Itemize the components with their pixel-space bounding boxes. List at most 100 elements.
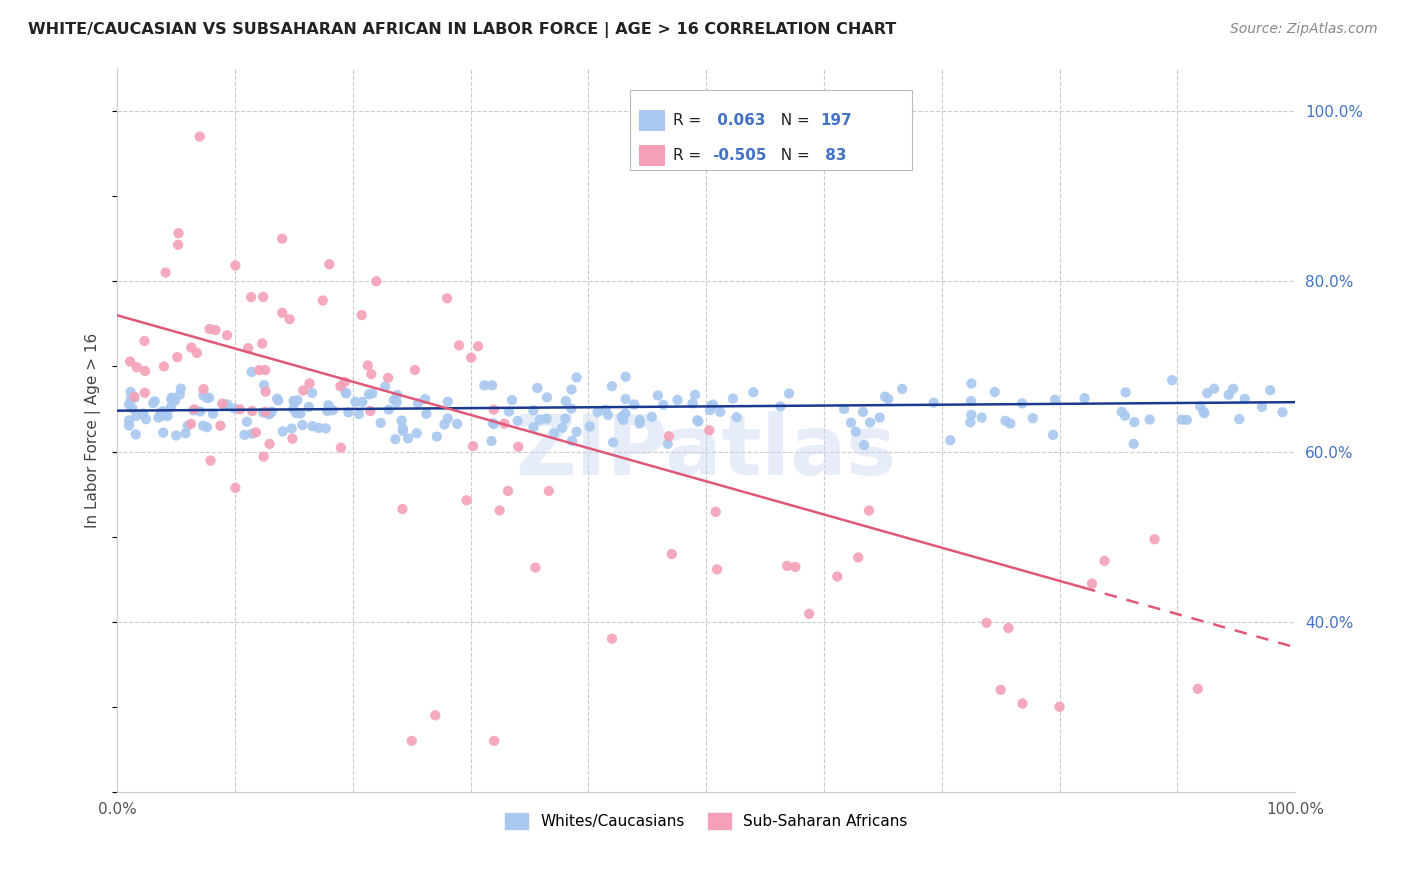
- Point: [177, 418, 200, 433]
- Point: [666, 392, 689, 407]
- Point: [825, 569, 848, 583]
- Point: [159, 401, 181, 415]
- Point: [224, 481, 246, 495]
- Point: [1251, 400, 1274, 414]
- Point: [254, 405, 277, 419]
- Point: [204, 323, 226, 337]
- Point: [1115, 385, 1137, 400]
- Point: [1170, 413, 1192, 427]
- Point: [482, 417, 505, 431]
- Bar: [640, 145, 665, 166]
- Point: [658, 429, 681, 443]
- Point: [316, 404, 339, 418]
- Point: [997, 621, 1019, 635]
- Point: [1189, 400, 1212, 414]
- Point: [271, 306, 294, 320]
- Point: [120, 392, 142, 406]
- Point: [280, 421, 302, 435]
- Point: [166, 350, 188, 364]
- Point: [180, 417, 202, 431]
- Text: 0.063: 0.063: [711, 113, 766, 128]
- Point: [1081, 576, 1104, 591]
- Point: [132, 407, 155, 421]
- Point: [960, 408, 983, 422]
- Point: [472, 378, 495, 392]
- Point: [405, 426, 427, 441]
- Point: [1111, 405, 1133, 419]
- Point: [1227, 412, 1250, 426]
- Point: [118, 418, 141, 433]
- Point: [214, 399, 236, 413]
- Point: [877, 392, 900, 406]
- Text: WHITE/CAUCASIAN VS SUBSAHARAN AFRICAN IN LABOR FORCE | AGE > 16 CORRELATION CHAR: WHITE/CAUCASIAN VS SUBSAHARAN AFRICAN IN…: [28, 22, 897, 38]
- Point: [1187, 681, 1209, 696]
- Point: [160, 391, 183, 405]
- Point: [143, 394, 166, 409]
- Point: [494, 417, 516, 431]
- Point: [118, 397, 141, 411]
- Point: [706, 562, 728, 576]
- Text: R =: R =: [673, 113, 706, 128]
- Point: [460, 351, 482, 365]
- Point: [360, 367, 382, 381]
- Point: [152, 404, 174, 418]
- Point: [125, 360, 148, 375]
- Point: [1222, 382, 1244, 396]
- Point: [377, 371, 399, 385]
- Point: [529, 413, 551, 427]
- Point: [1161, 373, 1184, 387]
- Point: [391, 502, 413, 516]
- Point: [149, 405, 172, 419]
- Point: [134, 364, 156, 378]
- Point: [240, 290, 263, 304]
- Point: [366, 274, 388, 288]
- Point: [959, 415, 981, 429]
- Point: [482, 734, 505, 748]
- Point: [267, 393, 290, 408]
- Point: [186, 346, 208, 360]
- Point: [283, 395, 305, 409]
- Point: [152, 425, 174, 440]
- Point: [1000, 417, 1022, 431]
- Point: [600, 632, 623, 646]
- Point: [488, 503, 510, 517]
- Point: [298, 376, 321, 391]
- Point: [699, 423, 721, 437]
- Point: [467, 339, 489, 353]
- Point: [301, 419, 323, 434]
- Point: [990, 682, 1012, 697]
- Point: [253, 378, 276, 392]
- Point: [329, 441, 352, 455]
- Point: [769, 400, 792, 414]
- Point: [960, 394, 983, 409]
- Point: [551, 420, 574, 434]
- Point: [1218, 388, 1240, 402]
- Text: -0.505: -0.505: [711, 148, 766, 163]
- Point: [586, 405, 609, 419]
- Point: [1049, 699, 1071, 714]
- Point: [437, 411, 460, 425]
- Point: [287, 393, 309, 408]
- Point: [150, 408, 173, 422]
- Point: [602, 435, 624, 450]
- Point: [922, 395, 945, 409]
- Point: [859, 416, 882, 430]
- Point: [167, 226, 190, 240]
- Point: [160, 392, 183, 407]
- Point: [852, 405, 875, 419]
- Point: [254, 363, 277, 377]
- Point: [641, 409, 664, 424]
- Point: [686, 413, 709, 427]
- Point: [526, 381, 548, 395]
- Point: [560, 383, 582, 397]
- Point: [198, 391, 221, 405]
- Point: [845, 425, 868, 439]
- Point: [449, 338, 471, 352]
- Point: [1139, 412, 1161, 426]
- Point: [125, 427, 148, 442]
- Point: [1271, 405, 1294, 419]
- Point: [832, 402, 855, 417]
- Point: [245, 425, 267, 440]
- Point: [1192, 404, 1215, 418]
- Point: [271, 425, 294, 439]
